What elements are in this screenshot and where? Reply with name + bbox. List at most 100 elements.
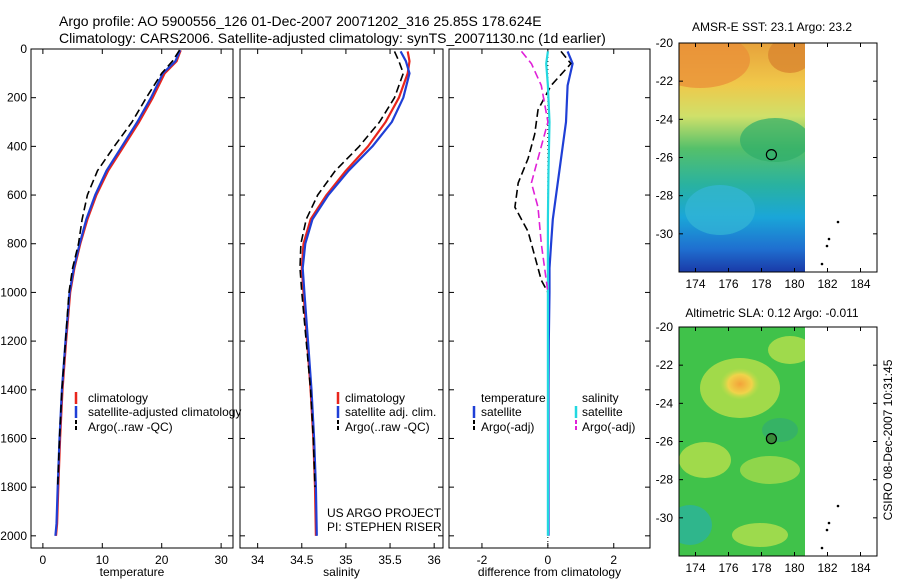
argo-position-marker [765, 149, 778, 161]
map-y-tick-label: -20 [656, 320, 674, 334]
x-tick-label: 34 [251, 553, 265, 567]
sla-low-patch [679, 505, 712, 545]
plot-frame [239, 48, 444, 549]
x-tick-label: 35 [339, 553, 353, 567]
map-x-tick-label: 178 [751, 561, 771, 575]
sla-patch [679, 442, 731, 478]
temperature-legend: climatology satellite-adjusted climatolo… [74, 391, 241, 434]
x-tick-label: 35.5 [378, 553, 402, 567]
x-axis-label: difference from climatology [478, 565, 621, 579]
island-dot [820, 262, 824, 266]
legend-label-satellite: satellite adj. clim. [345, 405, 436, 419]
sla-field [679, 327, 805, 556]
x-axis-label: salinity [323, 565, 360, 579]
sst-cool-patch [685, 185, 755, 235]
x-tick-label: 36 [427, 553, 441, 567]
credit-line1: US ARGO PROJECT [327, 506, 442, 520]
y-tick-label: 2000 [0, 529, 27, 543]
sst-land-mask [805, 43, 877, 272]
y-tick-label: 1800 [0, 480, 27, 494]
legend-label-sal-argo: Argo(-adj) [582, 420, 635, 434]
x-tick-label: 34.5 [290, 553, 314, 567]
figure-title-line2: Climatology: CARS2006. Satellite-adjuste… [59, 30, 606, 46]
map-x-tick-label: 184 [850, 561, 870, 575]
x-axis-label: temperature [100, 565, 165, 579]
sla-high-patch [720, 368, 760, 400]
map-x-tick-label: 174 [685, 561, 705, 575]
plot-frame [30, 48, 234, 549]
map-y-tick-label: -30 [656, 511, 674, 525]
map-x-tick-label: 176 [718, 277, 738, 291]
legend-label-climatology: climatology [88, 391, 148, 405]
map-y-tick-label: -24 [656, 112, 674, 126]
series-line-argo-raw-qc [299, 51, 405, 488]
sla-patch [740, 456, 800, 484]
y-tick-label: 400 [7, 139, 27, 153]
island-dot [825, 244, 829, 248]
map-x-tick-label: 180 [784, 277, 804, 291]
island-dot [836, 220, 840, 224]
island-dot [836, 504, 840, 508]
temperature-panel: 0 10 20 30 0 200 400 600 800 1000 1200 1400 1600 1800… [0, 42, 234, 579]
island-dot [820, 546, 824, 550]
sla-patch [732, 523, 788, 547]
x-tick-label: 0 [545, 553, 552, 567]
sst-map-title: AMSR-E SST: 23.1 Argo: 23.2 [692, 20, 852, 34]
series-line-temperature-argo-adj [514, 50, 572, 293]
island-dots [820, 504, 840, 550]
salinity-panel: 34 34.5 35 35.5 36 salinity [239, 48, 444, 579]
difference-legend: temperature satellite Argo(-adj) salinit… [472, 391, 635, 434]
map-y-tick-label: -28 [656, 189, 674, 203]
map-y-tick-label: -30 [656, 227, 674, 241]
y-tick-label: 1600 [0, 431, 27, 445]
x-tick-label: -2 [477, 553, 488, 567]
sla-map: Altimetric SLA: 0.12 Argo: -0.011 174 176… [656, 306, 878, 575]
series-line-satellite-adj-clim [301, 50, 411, 536]
island-dot [827, 521, 831, 525]
sla-axis-ticks: 174 176 178 180 182 184 -20 -22 -24 -26 -28 -30 [656, 320, 877, 575]
y-tick-label: 1200 [0, 334, 27, 348]
x-tick-label: 20 [155, 553, 169, 567]
y-tick-label: 1400 [0, 383, 27, 397]
sla-map-title: Altimetric SLA: 0.12 Argo: -0.011 [685, 306, 859, 320]
island-dots [820, 220, 840, 266]
map-x-tick-label: 178 [751, 277, 771, 291]
salinity-legend: climatology satellite adj. clim. Argo(..… [336, 391, 436, 434]
sla-land-mask [805, 327, 877, 556]
x-tick-label: 2 [610, 553, 617, 567]
y-tick-label: 600 [7, 188, 27, 202]
legend-label-climatology: climatology [345, 391, 405, 405]
map-x-tick-label: 176 [718, 561, 738, 575]
legend-heading-temperature: temperature [481, 391, 546, 405]
argo-position-marker [765, 433, 778, 445]
credit-line2: PI: STEPHEN RISER [327, 520, 442, 534]
legend-label-sal-satellite: satellite [582, 405, 623, 419]
legend-label-satellite: satellite-adjusted climatology [88, 405, 241, 419]
x-tick-label: 0 [40, 553, 47, 567]
legend-heading-salinity: salinity [582, 391, 619, 405]
sst-warm-patch [768, 43, 805, 73]
timestamp: CSIRO 08-Dec-2007 10:31:45 [881, 359, 895, 520]
map-x-tick-label: 184 [850, 277, 870, 291]
map-x-tick-label: 182 [817, 561, 837, 575]
y-tick-label: 1000 [0, 285, 27, 299]
map-x-tick-label: 180 [784, 561, 804, 575]
legend-label-temp-argo: Argo(-adj) [481, 420, 534, 434]
sst-map: AMSR-E SST: 23.1 Argo: 23.2 174 176 178 180… [656, 20, 878, 291]
map-x-tick-label: 174 [685, 277, 705, 291]
map-y-tick-label: -22 [656, 74, 674, 88]
sla-patch [768, 336, 805, 364]
figure-title-line1: Argo profile: AO 5900556_126 01-Dec-2007… [59, 13, 542, 29]
y-tick-label: 200 [7, 91, 27, 105]
sst-green-patch [740, 118, 805, 162]
map-y-tick-label: -26 [656, 151, 674, 165]
map-y-tick-label: -28 [656, 473, 674, 487]
sst-warm-patch [679, 43, 750, 88]
map-y-tick-label: -24 [656, 396, 674, 410]
x-tick-label: 10 [96, 553, 110, 567]
sst-field [679, 43, 805, 272]
y-tick-label: 800 [7, 237, 27, 251]
x-tick-label: 30 [214, 553, 228, 567]
series-line-salinity-argo-adj [520, 50, 549, 293]
